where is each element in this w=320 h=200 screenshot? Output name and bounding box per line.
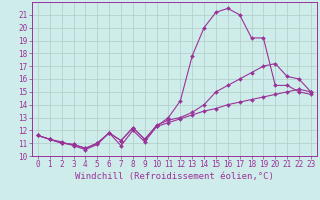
X-axis label: Windchill (Refroidissement éolien,°C): Windchill (Refroidissement éolien,°C)	[75, 172, 274, 181]
